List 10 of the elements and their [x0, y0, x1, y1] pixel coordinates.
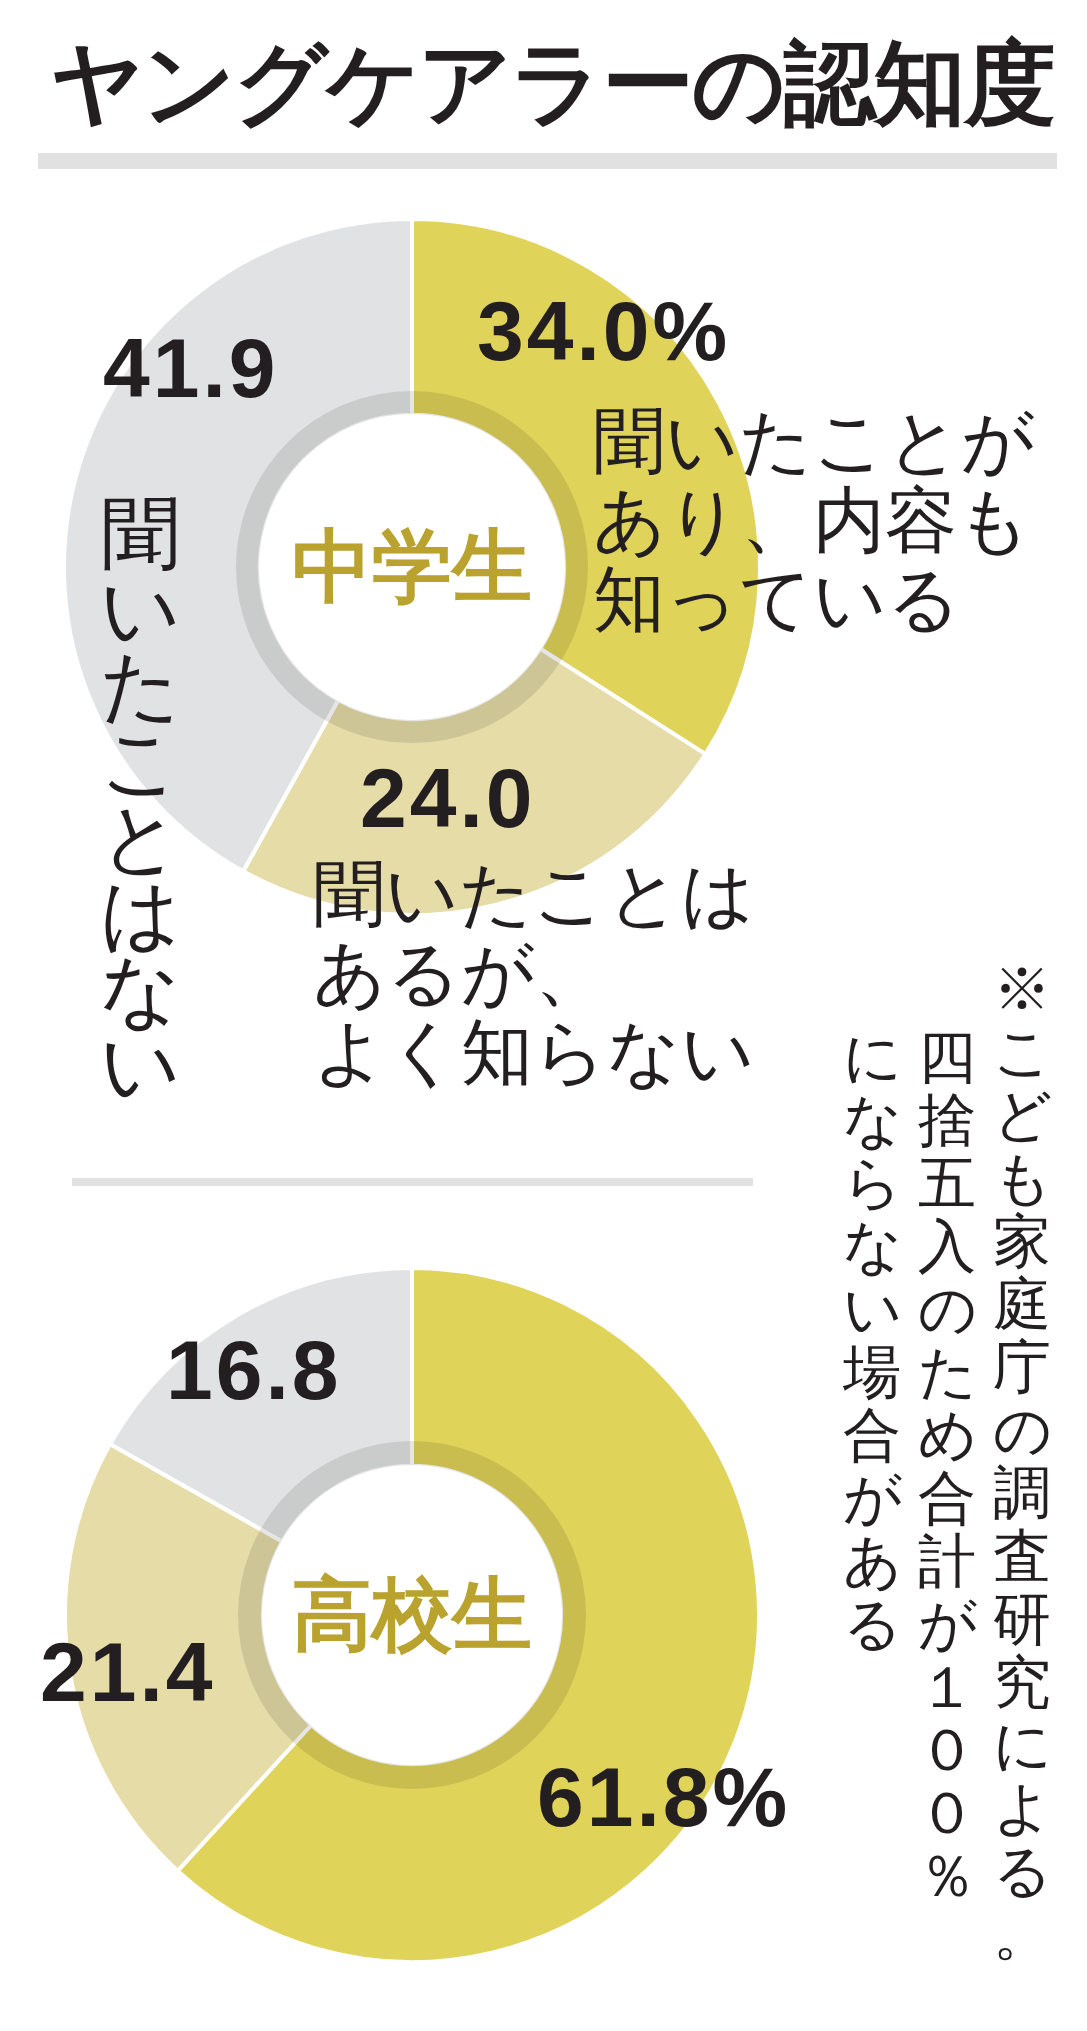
data-label: 21.4 — [40, 1625, 216, 1719]
data-label: 41.9 — [103, 321, 279, 415]
data-label: 24.0 — [360, 751, 536, 845]
data-label: 16.8 — [166, 1323, 342, 1417]
text: 中学生 — [292, 520, 532, 613]
text: 高校生 — [292, 1568, 532, 1661]
slice-label: 聞いたことはない — [100, 488, 181, 1112]
chart-title: ヤングケアラーの認知度 — [50, 30, 1054, 137]
slice-label: 聞いたことはあるが、よく知らない — [313, 852, 755, 1094]
text: ※こども家庭庁の調査研究による。四捨五入のため合計が１００％にならない場合がある — [842, 957, 1052, 1967]
